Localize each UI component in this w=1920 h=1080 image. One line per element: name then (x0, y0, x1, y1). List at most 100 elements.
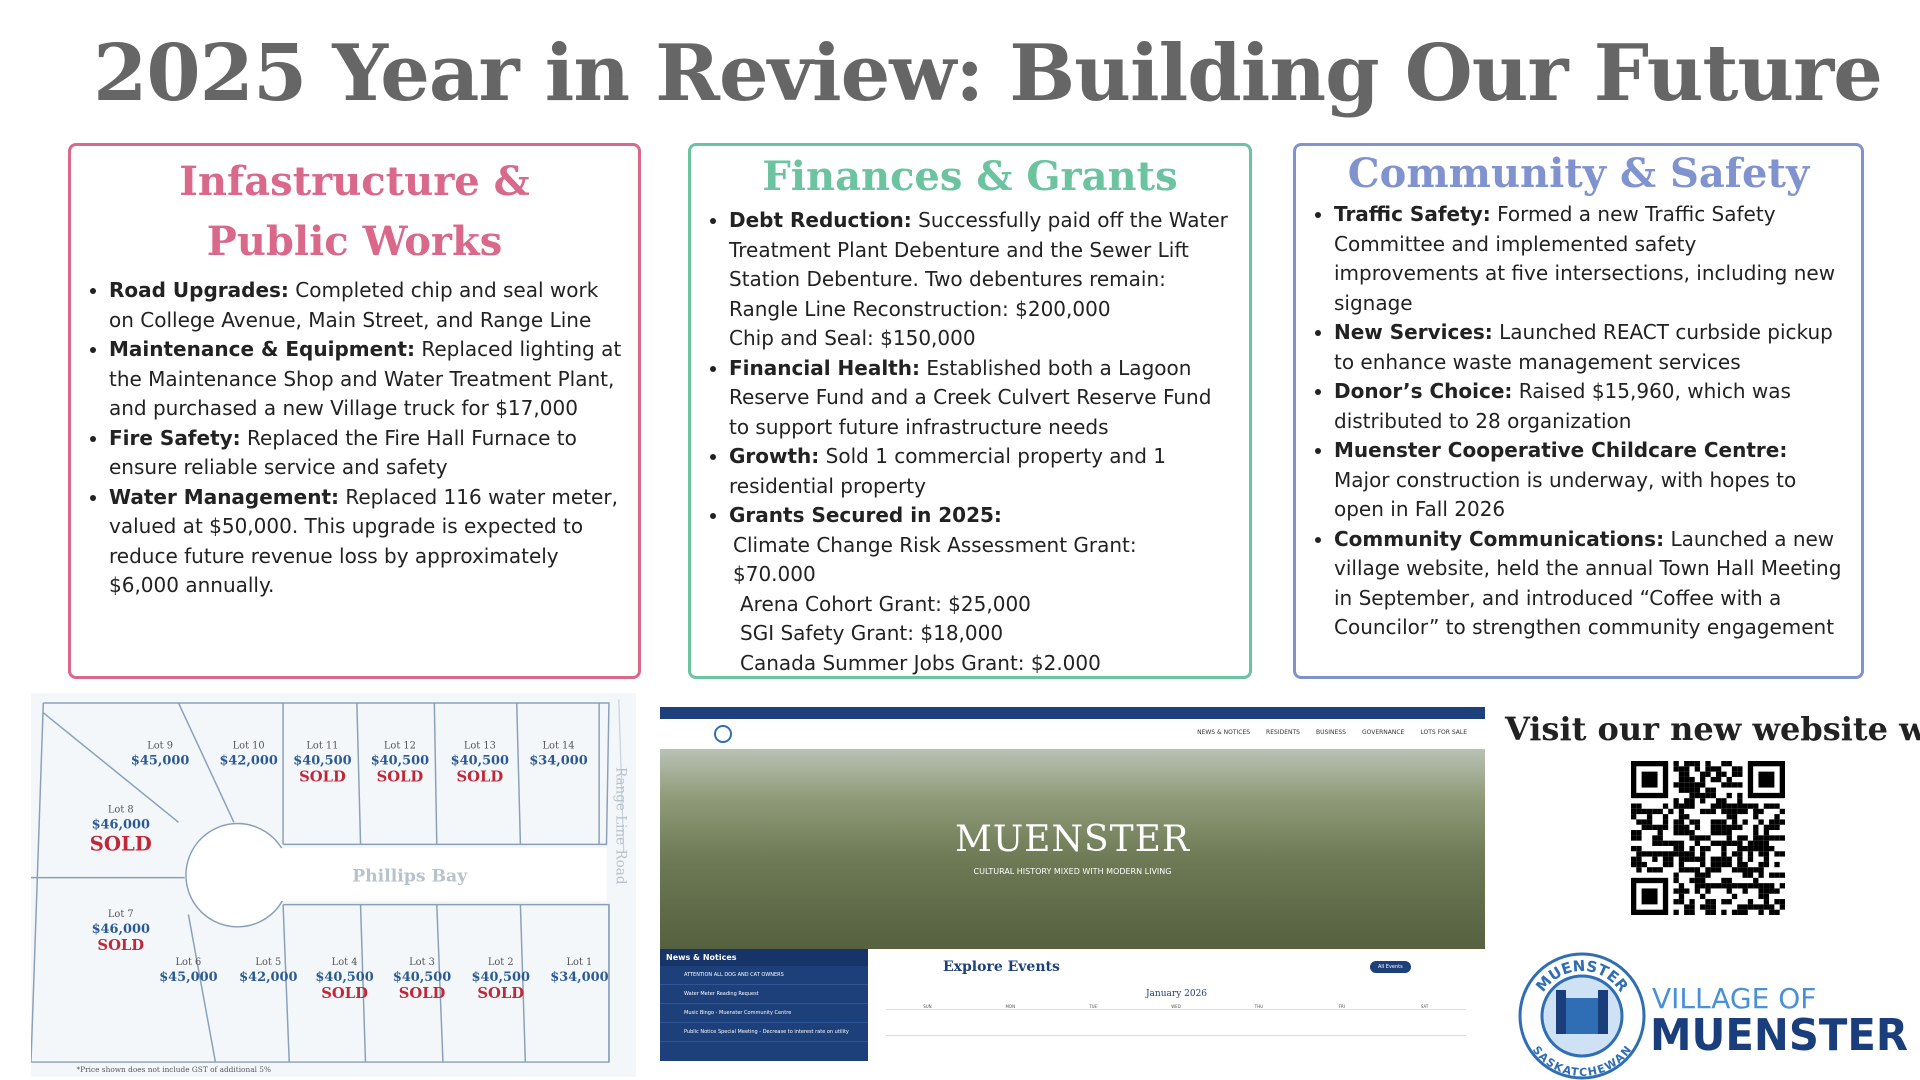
news-item: Water Meter Reading Request (660, 985, 868, 1004)
qr-module (1715, 883, 1722, 889)
qr-module (1737, 851, 1743, 857)
qr-module (1689, 909, 1695, 915)
qr-module (1726, 877, 1732, 884)
qr-module (1731, 883, 1738, 889)
hero-image: MUENSTER CULTURAL HISTORY MIXED WITH MODE… (660, 749, 1485, 949)
calendar-weekdays: SUN MON TUE WED THU FRI SAT (886, 1004, 1466, 1010)
qr-module (1769, 909, 1775, 915)
qr-module (1673, 798, 1679, 804)
news-item: ATTENTION ALL DOG AND CAT OWNERS (660, 966, 868, 985)
qr-module (1753, 883, 1759, 889)
qr-module (1731, 819, 1738, 825)
qr-module (1689, 798, 1695, 804)
call-to-action: Visit our new website with: (1505, 710, 1920, 748)
qr-module (1769, 803, 1775, 809)
qr-module (1758, 909, 1764, 915)
lot-boundary (282, 904, 290, 1063)
qr-module (1705, 909, 1711, 915)
qr-module (1641, 808, 1647, 815)
list-item: Water Management: Replaced 116 water met… (109, 483, 624, 601)
qr-module (1678, 808, 1685, 815)
qr-module (1747, 867, 1754, 873)
item-label: Community Communications: (1334, 526, 1665, 551)
qr-module (1742, 808, 1748, 815)
qr-module (1758, 872, 1764, 878)
qr-module (1758, 867, 1764, 873)
qr-module (1684, 824, 1690, 831)
qr-module (1774, 835, 1780, 841)
item-text: Sold 1 commercial property and 1 residen… (729, 444, 1166, 498)
top-bar (660, 707, 1485, 719)
site-header: NEWS & NOTICES RESIDENTS BUSINESS GOVERNANC… (660, 719, 1485, 749)
weekday: SUN (923, 1004, 932, 1009)
qr-module (1662, 803, 1669, 809)
qr-module (1742, 872, 1748, 878)
qr-module (1737, 808, 1743, 815)
qr-module (1705, 883, 1711, 889)
qr-module (1758, 861, 1764, 868)
page-title: 2025 Year in Review: Building Our Future (93, 28, 1883, 119)
qr-module (1753, 830, 1759, 836)
qr-module (1758, 904, 1764, 910)
nav-link: BUSINESS (1315, 729, 1346, 736)
calendar-grid (886, 1013, 1466, 1059)
item-text: Launched REACT curbside pickup to enhanc… (1334, 320, 1833, 374)
qr-module (1769, 883, 1775, 889)
qr-module (1721, 899, 1727, 905)
qr-module (1636, 845, 1642, 852)
qr-module (1684, 867, 1690, 873)
qr-module (1726, 808, 1732, 815)
lot-status: SOLD (456, 769, 503, 786)
qr-module (1726, 861, 1732, 868)
qr-module (1726, 830, 1732, 836)
qr-module (1774, 824, 1780, 831)
qr-module (1779, 899, 1785, 905)
list-item: New Services: Launched REACT curbside pi… (1334, 318, 1847, 377)
qr-module (1742, 835, 1748, 841)
qr-module (1742, 909, 1748, 915)
qr-module (1715, 861, 1722, 868)
qr-module (1684, 814, 1690, 820)
qr-module (1636, 867, 1642, 873)
qr-module (1737, 861, 1743, 868)
nav-link: NEWS & NOTICES (1197, 729, 1251, 736)
lot-name: Lot 4 (332, 957, 358, 968)
qr-module (1700, 877, 1706, 884)
qr-module (1721, 830, 1727, 836)
qr-module (1668, 840, 1674, 846)
item-text: Major construction is underway, with hop… (1334, 467, 1797, 522)
item-label: Traffic Safety: (1334, 202, 1491, 226)
qr-module (1737, 792, 1743, 799)
qr-module (1726, 835, 1732, 841)
qr-module (1731, 782, 1738, 788)
qr-module (1694, 883, 1701, 889)
item-subline: Rangle Line Reconstruction: $200,000 (729, 296, 1111, 321)
qr-module (1747, 840, 1754, 846)
qr-module (1763, 904, 1770, 910)
qr-module (1747, 872, 1754, 878)
qr-module (1721, 824, 1727, 831)
qr-module (1678, 771, 1685, 777)
qr-module (1721, 909, 1727, 915)
qr-module (1694, 877, 1701, 884)
lot-status: SOLD (477, 985, 524, 1002)
lot-price: $40,500 (393, 970, 451, 985)
qr-module (1726, 888, 1732, 894)
qr-module (1678, 814, 1685, 820)
qr-module (1684, 904, 1690, 910)
qr-module (1742, 845, 1748, 852)
qr-module (1673, 888, 1679, 894)
qr-module (1694, 872, 1701, 878)
qr-module (1710, 867, 1716, 873)
lot-name: Lot 6 (176, 957, 202, 968)
qr-module (1742, 867, 1748, 873)
qr-module (1689, 782, 1695, 788)
qr-module (1684, 798, 1690, 804)
qr-module (1737, 840, 1743, 846)
qr-module (1753, 835, 1759, 841)
weekday: THU (1254, 1004, 1264, 1009)
qr-module (1710, 766, 1716, 772)
qr-module (1758, 851, 1764, 857)
qr-module (1715, 771, 1722, 777)
